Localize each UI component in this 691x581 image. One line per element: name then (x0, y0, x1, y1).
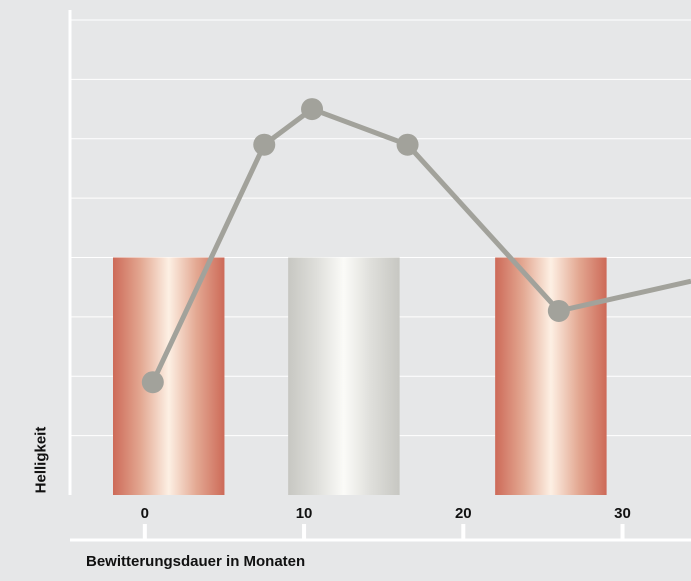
x-ticks-group: 0 10 20 30 (141, 505, 631, 540)
data-point (141, 371, 164, 394)
data-point (547, 299, 570, 322)
bar-copper-0 (112, 257, 225, 495)
series-line-group (141, 98, 691, 394)
data-point (253, 133, 276, 156)
x-tick-label: 0 (141, 505, 149, 522)
data-point (301, 98, 324, 121)
y-axis-label: Helligkeit (32, 426, 50, 494)
x-tick-label: 30 (614, 505, 631, 522)
series-line (150, 106, 691, 384)
x-tick-label: 20 (455, 505, 472, 522)
bars-group (112, 257, 607, 495)
data-point (396, 133, 419, 156)
x-axis-label: Bewitterungsdauer in Monaten (86, 553, 306, 570)
bar-copper-2 (495, 257, 607, 495)
x-tick-label: 10 (296, 505, 313, 522)
bar-silver-1 (288, 257, 400, 495)
